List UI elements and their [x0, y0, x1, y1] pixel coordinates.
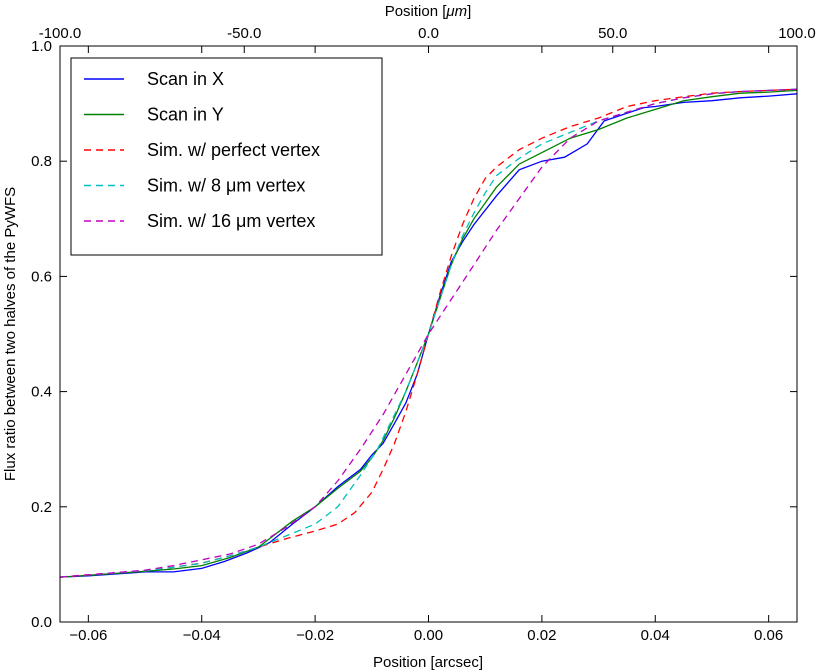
x2-tick-label: 0.0: [418, 25, 439, 42]
y-tick-label: 0.0: [31, 614, 52, 631]
x-tick-label: −0.06: [69, 627, 107, 644]
x2-tick-label: 50.0: [598, 25, 627, 42]
legend-label-3: Sim. w/ perfect vertex: [147, 140, 320, 160]
series-layer: [59, 88, 798, 578]
y-tick-label: 0.4: [31, 384, 52, 401]
x-tick-label: 0.02: [527, 627, 556, 644]
x-tick-label: 0.04: [641, 627, 670, 644]
legend-label-5: Sim. w/ 16 μm vertex: [147, 211, 315, 231]
series-line-5: [59, 88, 798, 578]
x-axis-title: Position [arcsec]: [373, 654, 483, 671]
y-axis-title: Flux ratio between two halves of the PyW…: [2, 187, 19, 481]
legend-box: [70, 57, 383, 256]
x2-tick-label: -50.0: [227, 25, 261, 42]
x-tick-label: 0.00: [414, 627, 443, 644]
y-tick-label: 0.8: [31, 153, 52, 170]
legend-label-2: Scan in Y: [147, 105, 224, 125]
x2-tick-label: 100.0: [778, 25, 816, 42]
ticks-layer: −0.06 −0.04 −0.02 0.00 0.02 0.04 0.06 -100.0 -50…: [31, 25, 816, 644]
legend-label-4: Sim. w/ 8 μm vertex: [147, 176, 305, 196]
y-tick-label: 0.6: [31, 268, 52, 285]
x2-tick-label: -100.0: [39, 25, 82, 42]
legend-label-1: Scan in X: [147, 69, 224, 89]
x2-axis-title-prefix: Position [: [385, 3, 448, 20]
x-tick-label: −0.02: [296, 627, 334, 644]
x2-axis-title: Position [μm]: [385, 3, 472, 20]
legend: Scan in X Scan in Y Sim. w/ perfect vertex…: [70, 57, 383, 256]
x2-axis-title-suffix: ]: [467, 3, 471, 20]
x-tick-label: −0.04: [183, 627, 221, 644]
y-tick-label: 0.2: [31, 499, 52, 516]
y-tick-label: 1.0: [31, 38, 52, 55]
x2-axis-title-unit: μm: [445, 3, 467, 20]
series-line-4: [59, 88, 798, 578]
x-tick-label: 0.06: [754, 627, 783, 644]
